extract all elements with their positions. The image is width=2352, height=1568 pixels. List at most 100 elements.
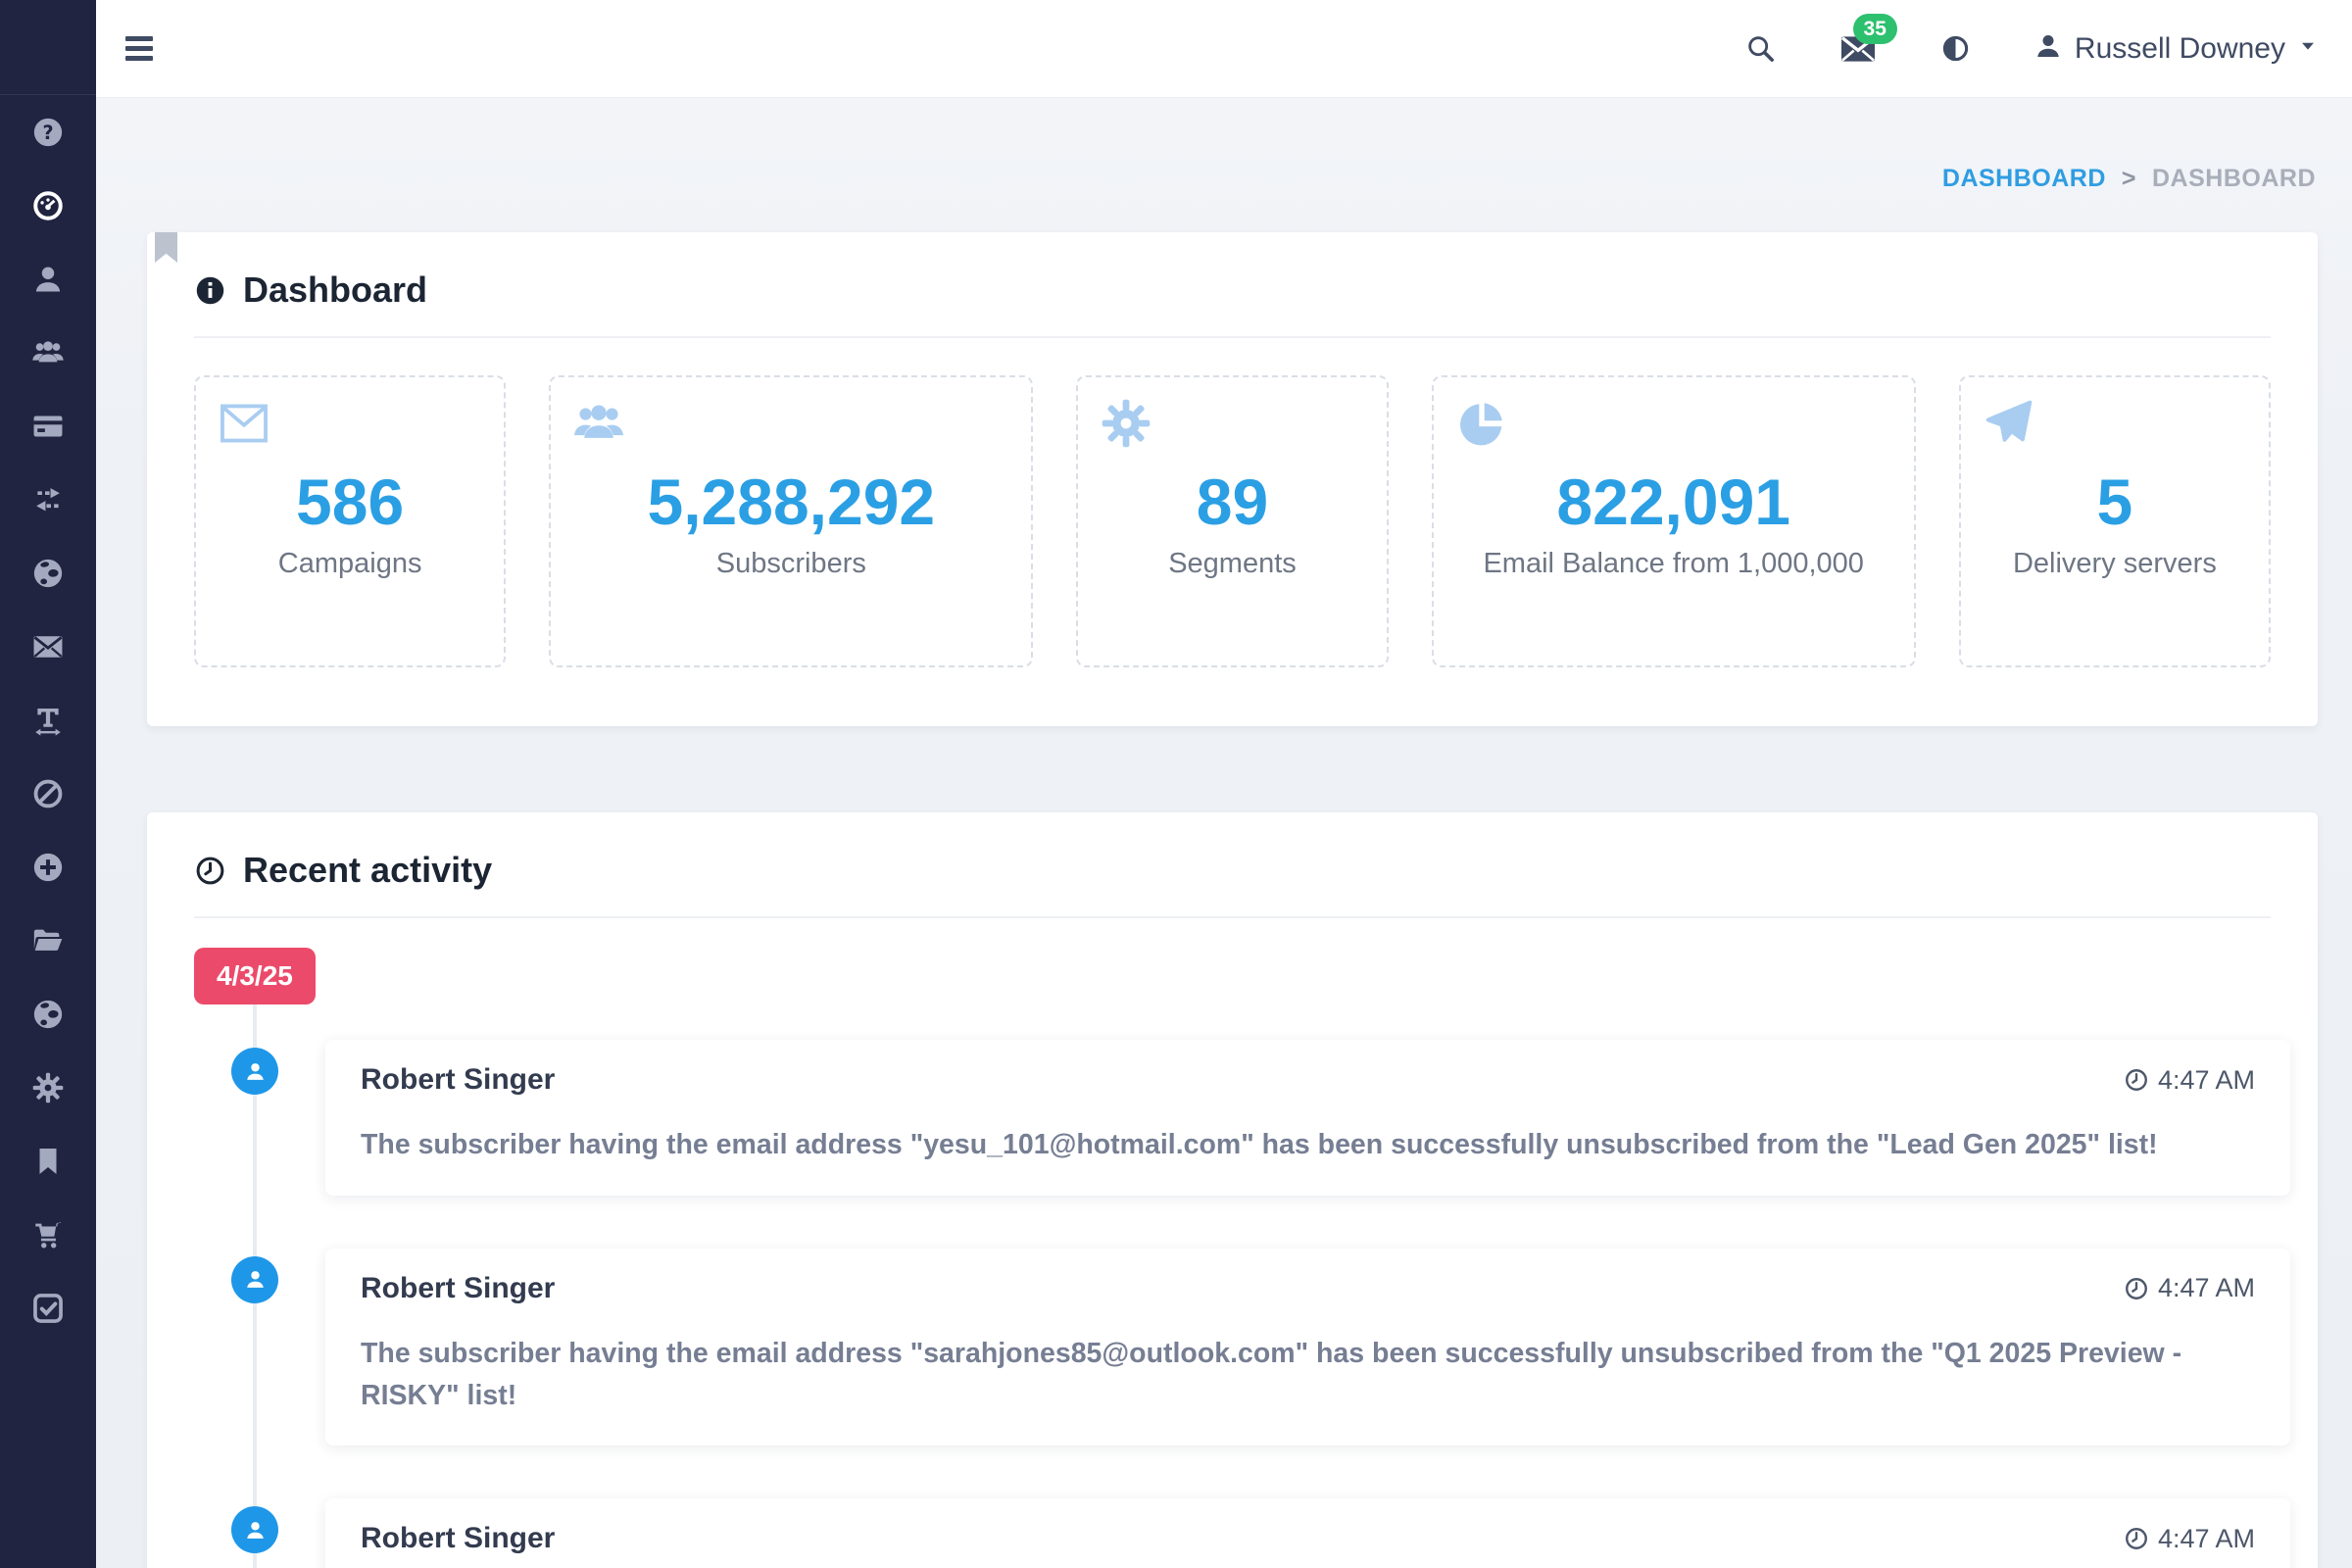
topbar: 35 Russell Downey (96, 0, 2352, 98)
user-menu[interactable]: Russell Downey (2034, 31, 2319, 66)
avatar-user-icon (231, 1048, 278, 1095)
sidebar-item-envelope[interactable] (0, 612, 96, 686)
user-icon (31, 263, 65, 301)
ban-icon (31, 777, 65, 815)
folder-open-icon (31, 924, 65, 962)
stat-label: Campaigns (277, 548, 422, 579)
stat-label: Email Balance from 1,000,000 (1483, 548, 1864, 579)
recent-activity-card: Recent activity 4/3/25 Robert Singer 4:47… (147, 812, 2318, 1568)
hamburger-menu-icon[interactable] (125, 36, 153, 61)
breadcrumb: DASHBOARD > DASHBOARD (1942, 165, 2316, 193)
sidebar-item-text-width[interactable] (0, 686, 96, 760)
activity-item: Robert Singer 4:47 AM The subscriber havin… (194, 1248, 2290, 1446)
stat-label: Segments (1168, 548, 1297, 579)
topbar-actions: 35 Russell Downey (1745, 13, 2352, 69)
activity-item-card: Robert Singer 4:47 AM The subscriber havin… (325, 1040, 2290, 1196)
clock-icon (2124, 1526, 2149, 1551)
sidebar-item-cart[interactable] (0, 1200, 96, 1274)
avatar-user-icon (231, 1255, 278, 1303)
stats-row: 586 Campaigns 5,288,292 Subscribers 89 Segmen… (147, 338, 2318, 726)
user-icon (2034, 31, 2063, 66)
activity-time: 4:47 AM (2124, 1273, 2255, 1303)
stat-value: 586 (296, 466, 405, 538)
breadcrumb-dashboard-link[interactable]: DASHBOARD (1941, 165, 2106, 192)
mail-icon[interactable]: 35 (1838, 13, 1897, 69)
stat-label: Delivery servers (2012, 548, 2217, 579)
user-name: Russell Downey (2074, 31, 2285, 65)
info-circle-icon (194, 274, 226, 307)
stat-box-email-balance-from-1-000-000: 822,091 Email Balance from 1,000,000 (1431, 375, 1916, 667)
stat-value: 5 (2096, 466, 2133, 538)
stat-box-subscribers: 5,288,292 Subscribers (549, 375, 1034, 667)
mail-badge: 35 (1852, 13, 1897, 44)
activity-time: 4:47 AM (2124, 1524, 2255, 1554)
breadcrumb-current: DASHBOARD (2152, 165, 2316, 192)
gear-icon (31, 1071, 65, 1109)
activity-item: Robert Singer 4:47 AM The subscriber havin… (194, 1040, 2290, 1196)
users-icon (31, 336, 65, 374)
envelope-icon (31, 630, 65, 668)
clock-icon (194, 855, 226, 887)
avatar-user-icon (231, 1506, 278, 1554)
plus-circle-icon (31, 851, 65, 889)
bookmark-icon (31, 1145, 65, 1183)
sidebar-item-globe[interactable] (0, 539, 96, 612)
sidebar-nav: ? (0, 98, 96, 1348)
activity-item: Robert Singer 4:47 AM (194, 1498, 2290, 1568)
caret-down-icon (2297, 35, 2319, 62)
paper-plane-icon (1983, 397, 2035, 450)
globe-icon (31, 998, 65, 1036)
activity-message: The subscriber having the email address … (361, 1337, 2182, 1411)
sidebar: ? (0, 0, 96, 1568)
sidebar-item-globe-2[interactable] (0, 980, 96, 1054)
activity-message: The subscriber having the email address … (361, 1129, 2158, 1160)
exchange-icon (31, 483, 65, 521)
activity-list: Robert Singer 4:47 AM The subscriber havin… (194, 1040, 2290, 1568)
sidebar-item-credit-card[interactable] (0, 392, 96, 466)
activity-item-card: Robert Singer 4:47 AM The subscriber havin… (325, 1248, 2290, 1446)
envelope-outline-icon (218, 397, 270, 450)
dashboard-card: Dashboard 586 Campaigns 5,288,292 Subscribe… (147, 232, 2318, 726)
recent-activity-title: Recent activity (243, 850, 493, 890)
sidebar-item-gauge[interactable] (0, 172, 96, 245)
stat-box-campaigns: 586 Campaigns (194, 375, 507, 667)
sidebar-item-question[interactable]: ? (0, 98, 96, 172)
globe-icon (31, 557, 65, 595)
pie-chart-icon (1455, 397, 1508, 450)
gear-icon (1100, 397, 1152, 450)
users-icon (572, 397, 625, 450)
stat-value: 822,091 (1556, 466, 1790, 538)
clock-icon (2124, 1276, 2149, 1301)
question-circle-icon: ? (31, 116, 65, 154)
sidebar-item-user[interactable] (0, 245, 96, 318)
cart-icon (31, 1218, 65, 1256)
check-square-icon (31, 1292, 65, 1330)
dashboard-card-title: Dashboard (243, 270, 428, 310)
contrast-icon[interactable] (1940, 33, 1971, 64)
breadcrumb-separator: > (2121, 165, 2136, 192)
sidebar-item-ban[interactable] (0, 760, 96, 833)
text-width-icon (31, 704, 65, 742)
dashboard-card-header: Dashboard (194, 232, 2271, 338)
bookmark-ribbon-icon (155, 232, 177, 263)
sidebar-item-bookmark[interactable] (0, 1127, 96, 1200)
credit-card-icon (31, 410, 65, 448)
stat-value: 5,288,292 (647, 466, 936, 538)
stat-box-segments: 89 Segments (1076, 375, 1389, 667)
activity-user-name: Robert Singer (361, 1271, 556, 1304)
sidebar-item-users[interactable] (0, 318, 96, 392)
date-badge: 4/3/25 (194, 948, 316, 1004)
sidebar-item-check-square[interactable] (0, 1274, 96, 1348)
activity-time: 4:47 AM (2124, 1065, 2255, 1096)
sidebar-item-folder[interactable] (0, 906, 96, 980)
sidebar-item-exchange[interactable] (0, 466, 96, 539)
sidebar-item-gear[interactable] (0, 1054, 96, 1127)
stat-value: 89 (1196, 466, 1269, 538)
recent-activity-header: Recent activity (194, 812, 2271, 918)
dashboard-gauge-icon (31, 189, 65, 227)
sidebar-item-plus[interactable] (0, 833, 96, 906)
svg-text:?: ? (42, 122, 53, 144)
activity-timeline: 4/3/25 Robert Singer 4:47 AM The subscribe… (147, 918, 2318, 1568)
search-icon[interactable] (1745, 33, 1776, 64)
